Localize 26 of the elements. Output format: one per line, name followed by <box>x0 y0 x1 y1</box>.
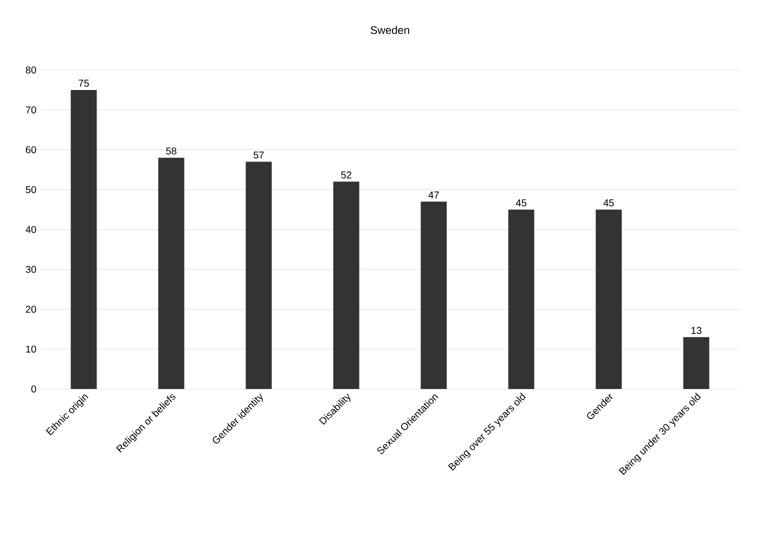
data-label: 45 <box>516 199 526 206</box>
y-tick-label: 10 <box>26 346 36 353</box>
bar <box>508 210 534 389</box>
data-label: 47 <box>428 192 439 198</box>
bar <box>683 337 710 389</box>
y-tick-label: 80 <box>26 66 36 74</box>
bar <box>596 210 622 389</box>
data-label: 45 <box>603 199 614 206</box>
data-label: 52 <box>341 171 352 178</box>
bar <box>158 158 184 389</box>
chart-title: Sweden <box>370 26 410 34</box>
data-label: 58 <box>166 147 176 155</box>
data-label: 75 <box>78 80 89 87</box>
y-tick-label: 50 <box>26 186 36 194</box>
y-tick-label: 0 <box>31 385 36 393</box>
bar <box>246 162 272 389</box>
bar <box>420 202 447 389</box>
y-tick-label: 20 <box>26 306 36 313</box>
data-label: 57 <box>254 152 264 159</box>
data-label: 13 <box>691 326 702 334</box>
y-tick-label: 40 <box>26 226 36 234</box>
bar <box>70 90 97 389</box>
bar <box>333 182 360 389</box>
y-tick-label: 60 <box>26 146 36 154</box>
y-tick-label: 70 <box>26 106 36 114</box>
y-tick-label: 30 <box>26 266 36 273</box>
